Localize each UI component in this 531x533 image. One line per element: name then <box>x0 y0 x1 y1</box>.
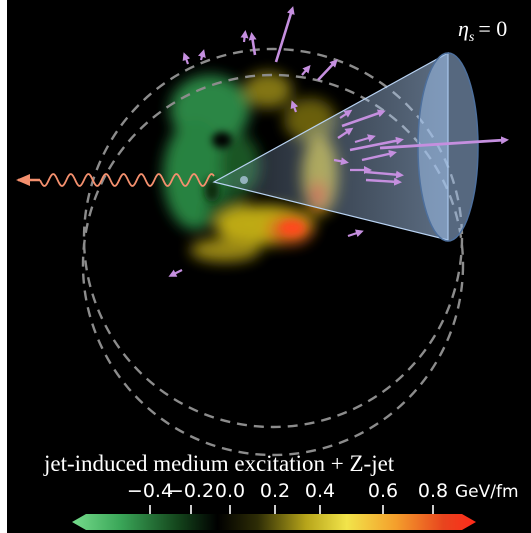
colorbar-tick-label: −0.4 <box>127 480 173 502</box>
colorbar-tick-label: 0.0 <box>215 480 245 502</box>
parton-arrow <box>248 32 257 56</box>
nucleus-b-outline <box>81 73 465 457</box>
parton-arrow <box>182 52 191 65</box>
parton-arrow <box>341 109 386 128</box>
parton-arrow <box>317 59 338 81</box>
colorbar-tick-labels: −0.4−0.2 0.0 0.2 0.4 0.6 0.8 <box>127 480 448 502</box>
parton-arrow <box>168 269 183 277</box>
eta-value: = 0 <box>478 16 507 41</box>
parton-arrow <box>365 177 402 186</box>
colorbar-tick-label: 0.4 <box>305 480 335 502</box>
colorbar-tick-label: −0.2 <box>168 480 214 502</box>
parton-arrow <box>290 100 299 113</box>
parton-arrow <box>274 6 295 63</box>
parton-arrow <box>301 64 311 76</box>
parton-arrow <box>361 149 397 162</box>
colorbar-gradient <box>72 514 476 530</box>
parton-arrow <box>339 109 353 119</box>
caption-text: jet-induced medium excitation + Z-jet <box>43 451 395 476</box>
jet-cone <box>212 51 479 242</box>
parton-arrow <box>354 134 376 144</box>
colorbar-tick-label: 0.8 <box>418 480 448 502</box>
rapidity-label: ηs = 0 <box>458 16 507 45</box>
parton-arrow <box>333 157 349 166</box>
colorbar-tick-label: 0.2 <box>260 480 290 502</box>
parton-arrow <box>347 229 364 238</box>
colorbar-tick-marks <box>149 505 434 514</box>
colorbar-unit: GeV/fm <box>455 482 519 502</box>
eta-subscript: s <box>469 30 475 45</box>
parton-arrow <box>337 127 354 139</box>
colorbar-tick-label: 0.6 <box>368 480 398 502</box>
colorbar <box>72 505 476 530</box>
nucleus-a-outline <box>82 47 464 429</box>
parton-arrow <box>379 136 509 150</box>
z-boson-line <box>16 173 215 187</box>
parton-arrow <box>240 30 249 43</box>
parton-arrows <box>168 6 509 277</box>
parton-arrow <box>198 49 206 61</box>
parton-arrow <box>349 136 404 152</box>
eta-symbol: η <box>458 16 469 41</box>
